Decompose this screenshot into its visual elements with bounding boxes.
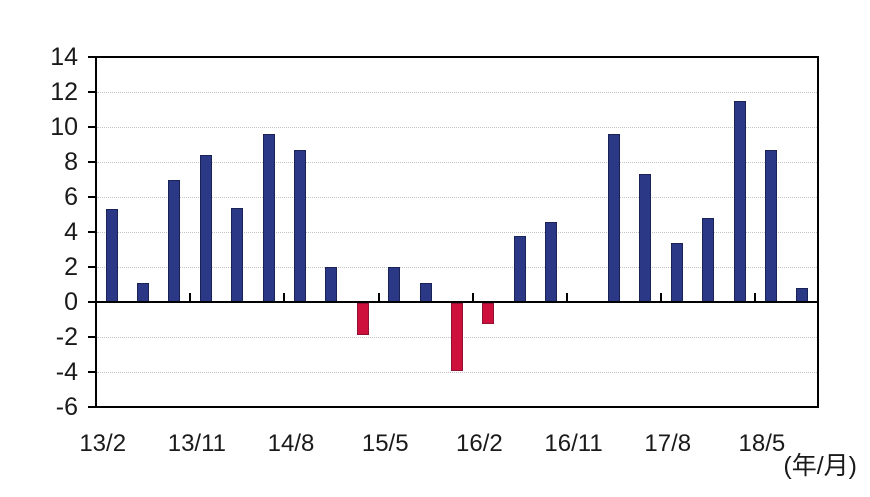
x-axis-tick-label: 18/5 <box>738 430 786 457</box>
y-axis-tick-label: 12 <box>50 78 78 106</box>
y-axis-tick-mark <box>88 196 96 198</box>
gridline <box>97 162 817 163</box>
gridline <box>97 372 817 373</box>
x-axis-tick-label: 13/2 <box>79 430 127 457</box>
bar-negative <box>356 303 369 335</box>
x-axis-tick-label: 16/2 <box>456 430 503 457</box>
x-axis-tick-mark <box>471 293 474 302</box>
x-axis-tick-label: 16/11 <box>544 430 603 457</box>
y-axis-tick-label: 2 <box>64 253 78 281</box>
x-axis-tick-label: 17/8 <box>644 430 692 457</box>
y-axis-tick-mark <box>88 231 96 233</box>
x-axis-unit-label: (年/月) <box>783 452 857 480</box>
y-axis-tick-label: 10 <box>50 113 78 141</box>
y-axis-tick-label: 14 <box>50 43 78 71</box>
x-axis-tick-mark <box>565 293 568 302</box>
y-axis-tick-mark <box>88 336 96 338</box>
gridline <box>97 267 817 268</box>
gridline <box>97 232 817 233</box>
y-axis-tick-label: 0 <box>64 288 78 316</box>
x-axis-tick-label: 13/11 <box>167 430 226 457</box>
x-axis-tick-mark <box>660 293 663 302</box>
gridline <box>97 197 817 198</box>
y-axis-tick-mark <box>88 266 96 268</box>
y-axis-tick-mark <box>88 126 96 128</box>
x-axis-tick-mark <box>283 293 286 302</box>
x-axis-tick-label: 14/8 <box>267 430 315 457</box>
bar-negative <box>482 303 495 324</box>
y-axis-tick-mark <box>88 406 96 408</box>
y-axis-tick-label: 6 <box>64 183 78 211</box>
y-axis-tick-mark <box>88 301 96 303</box>
gridline <box>97 127 817 128</box>
x-axis-tick-mark <box>754 293 757 302</box>
y-axis-tick-label: 8 <box>64 148 78 176</box>
zero-axis-line <box>95 301 819 303</box>
y-axis-tick-label: -6 <box>55 393 78 421</box>
y-axis-tick-mark <box>88 161 96 163</box>
plot-area-frame <box>95 56 819 408</box>
y-axis-tick-mark <box>88 56 96 58</box>
y-axis-tick-mark <box>88 371 96 373</box>
y-axis-tick-label: -4 <box>55 358 78 386</box>
bar-negative <box>451 303 463 372</box>
y-axis-tick-label: -2 <box>55 323 78 351</box>
x-axis-tick-label: 15/5 <box>361 430 409 457</box>
x-axis-tick-mark <box>189 293 192 302</box>
gridline <box>97 92 817 93</box>
y-axis-tick-mark <box>88 91 96 93</box>
x-axis-tick-mark <box>377 293 380 302</box>
y-axis-tick-label: 4 <box>64 218 78 246</box>
